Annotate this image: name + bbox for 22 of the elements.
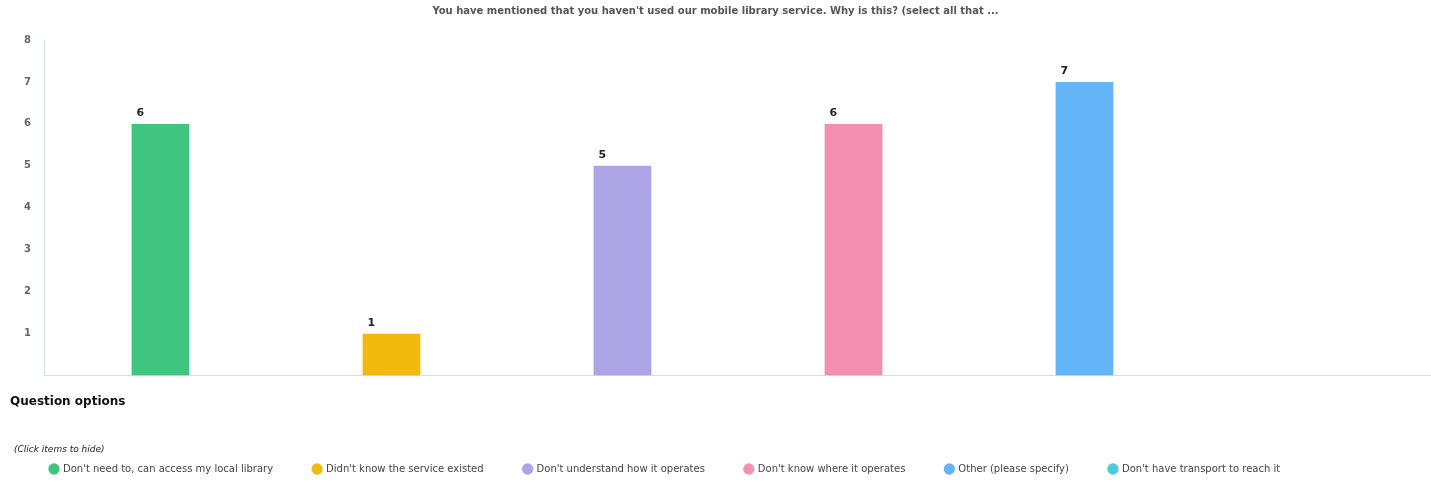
legend-label: Other (please specify) xyxy=(958,462,1070,474)
y-tick-label: 7 xyxy=(23,75,31,87)
y-tick-label: 3 xyxy=(23,243,31,255)
y-tick-label: 8 xyxy=(23,33,31,45)
y-tick-label: 4 xyxy=(23,201,31,213)
data-label: 5 xyxy=(598,148,607,162)
y-tick-label: 6 xyxy=(23,117,31,129)
y-tick-label: 2 xyxy=(23,285,31,297)
legend-label: Don't know where it operates xyxy=(757,462,906,474)
legend-title: Question options xyxy=(10,393,126,408)
y-tick-label: 1 xyxy=(23,327,31,339)
data-label: 6 xyxy=(136,106,145,120)
legend-label: Don't understand how it operates xyxy=(536,462,705,474)
data-label: 6 xyxy=(829,106,838,120)
chart-title: You have mentioned that you haven't used our mobile library service. Why is this? (select all that ... xyxy=(431,5,1000,16)
data-label: 1 xyxy=(367,316,376,330)
text: (Click items to hide) xyxy=(14,444,105,454)
y-tick-label: 5 xyxy=(23,159,31,171)
legend-label: Don't need to, can access my local library xyxy=(63,462,274,474)
data-label: 7 xyxy=(1060,64,1069,78)
legend-label: Don't have transport to reach it xyxy=(1121,462,1281,474)
legend-label: Didn't know the service existed xyxy=(326,462,484,474)
